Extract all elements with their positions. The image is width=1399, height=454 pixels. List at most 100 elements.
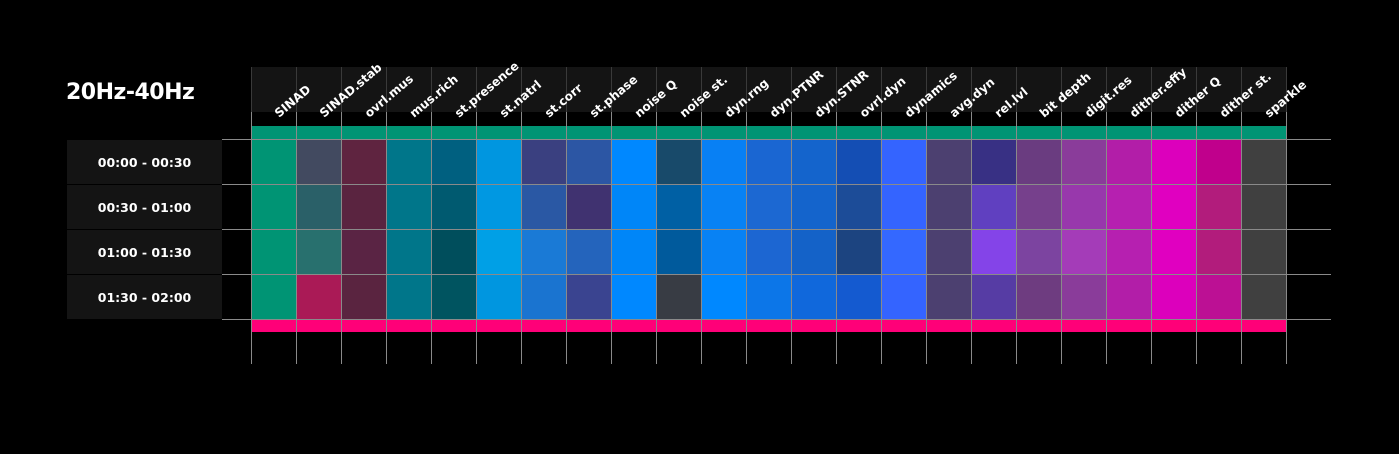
heatmap-cell-r3-c17 bbox=[1016, 274, 1061, 319]
heatmap-cell-r2-c10 bbox=[701, 229, 746, 274]
heatmap-cell-r2-c0 bbox=[251, 229, 296, 274]
heatmap-cell-r1-c2 bbox=[341, 184, 386, 229]
heatmap-cell-r1-c8 bbox=[611, 184, 656, 229]
heatmap-cell-r0-c14 bbox=[881, 139, 926, 184]
heatmap-cell-r3-c11 bbox=[746, 274, 791, 319]
heatmap-cell-r1-c6 bbox=[521, 184, 566, 229]
heatmap-cell-r0-c3 bbox=[386, 139, 431, 184]
heatmap-cell-r0-c0 bbox=[251, 139, 296, 184]
heatmap-cell-r1-c1 bbox=[296, 184, 341, 229]
heatmap-cell-r2-c19 bbox=[1106, 229, 1151, 274]
heatmap-cell-r0-c11 bbox=[746, 139, 791, 184]
heatmap-cell-r0-c15 bbox=[926, 139, 971, 184]
heatmap-cell-r2-c17 bbox=[1016, 229, 1061, 274]
heatmap-cell-r0-c7 bbox=[566, 139, 611, 184]
heatmap-cell-r0-c5 bbox=[476, 139, 521, 184]
heatmap-cell-r2-c18 bbox=[1061, 229, 1106, 274]
heatmap-cell-r2-c8 bbox=[611, 229, 656, 274]
heatmap-cell-r0-c12 bbox=[791, 139, 836, 184]
heatmap-cell-r1-c13 bbox=[836, 184, 881, 229]
heatmap-cell-r2-c1 bbox=[296, 229, 341, 274]
heatmap-cell-r1-c19 bbox=[1106, 184, 1151, 229]
heatmap-cell-r3-c22 bbox=[1241, 274, 1286, 319]
heatmap-cell-r1-c10 bbox=[701, 184, 746, 229]
heatmap-cell-r3-c7 bbox=[566, 274, 611, 319]
heatmap-cell-r0-c1 bbox=[296, 139, 341, 184]
column-header-band bbox=[251, 67, 1286, 112]
heatmap-cell-r3-c6 bbox=[521, 274, 566, 319]
heatmap-cell-r1-c14 bbox=[881, 184, 926, 229]
heatmap-cell-r0-c6 bbox=[521, 139, 566, 184]
heatmap-cell-r2-c21 bbox=[1196, 229, 1241, 274]
heatmap-cell-r2-c15 bbox=[926, 229, 971, 274]
heatmap-cell-r0-c17 bbox=[1016, 139, 1061, 184]
heatmap-cell-r0-c18 bbox=[1061, 139, 1106, 184]
heatmap-cell-r3-c15 bbox=[926, 274, 971, 319]
heatmap-cell-r2-c20 bbox=[1151, 229, 1196, 274]
heatmap-cell-r2-c2 bbox=[341, 229, 386, 274]
heatmap-cell-r3-c8 bbox=[611, 274, 656, 319]
heatmap-cell-r1-c3 bbox=[386, 184, 431, 229]
heatmap-cell-r1-c18 bbox=[1061, 184, 1106, 229]
heatmap-cell-r2-c16 bbox=[971, 229, 1016, 274]
heatmap-cell-r3-c13 bbox=[836, 274, 881, 319]
heatmap-cell-r2-c12 bbox=[791, 229, 836, 274]
heatmap-cell-r3-c12 bbox=[791, 274, 836, 319]
heatmap-cell-r0-c9 bbox=[656, 139, 701, 184]
heatmap-cell-r2-c7 bbox=[566, 229, 611, 274]
heatmap-cell-r3-c10 bbox=[701, 274, 746, 319]
heatmap-cell-r2-c4 bbox=[431, 229, 476, 274]
row-label-1: 00:30 - 01:00 bbox=[67, 185, 222, 229]
heatmap-cell-r3-c9 bbox=[656, 274, 701, 319]
heatmap-cell-r2-c14 bbox=[881, 229, 926, 274]
heatmap-cell-r1-c0 bbox=[251, 184, 296, 229]
top-summary-bar bbox=[251, 126, 1286, 139]
heatmap-cell-r0-c22 bbox=[1241, 139, 1286, 184]
heatmap-cell-r1-c22 bbox=[1241, 184, 1286, 229]
heatmap-cell-r3-c2 bbox=[341, 274, 386, 319]
heatmap-cell-r2-c13 bbox=[836, 229, 881, 274]
heatmap-cell-r3-c3 bbox=[386, 274, 431, 319]
heatmap-cell-r3-c19 bbox=[1106, 274, 1151, 319]
heatmap-cell-r1-c15 bbox=[926, 184, 971, 229]
heatmap-cell-r1-c4 bbox=[431, 184, 476, 229]
heatmap-cell-r1-c5 bbox=[476, 184, 521, 229]
heatmap-cell-r3-c16 bbox=[971, 274, 1016, 319]
heatmap-cell-r2-c3 bbox=[386, 229, 431, 274]
row-label-3: 01:30 - 02:00 bbox=[67, 275, 222, 319]
heatmap-cell-r3-c18 bbox=[1061, 274, 1106, 319]
heatmap-cell-r3-c5 bbox=[476, 274, 521, 319]
heatmap-cell-r0-c19 bbox=[1106, 139, 1151, 184]
bottom-summary-bar bbox=[251, 320, 1286, 332]
heatmap-cell-r1-c20 bbox=[1151, 184, 1196, 229]
heatmap-cell-r2-c22 bbox=[1241, 229, 1286, 274]
row-label-2: 01:00 - 01:30 bbox=[67, 230, 222, 274]
heatmap-cell-r0-c20 bbox=[1151, 139, 1196, 184]
heatmap-cell-r0-c4 bbox=[431, 139, 476, 184]
heatmap-cell-r2-c11 bbox=[746, 229, 791, 274]
heatmap-cell-r0-c21 bbox=[1196, 139, 1241, 184]
row-label-0: 00:00 - 00:30 bbox=[67, 140, 222, 184]
heatmap-cell-r2-c9 bbox=[656, 229, 701, 274]
heatmap-cell-r2-c6 bbox=[521, 229, 566, 274]
heatmap-cell-r2-c5 bbox=[476, 229, 521, 274]
heatmap-cell-r0-c10 bbox=[701, 139, 746, 184]
chart-title: 20Hz-40Hz bbox=[66, 80, 195, 105]
heatmap-cell-r1-c17 bbox=[1016, 184, 1061, 229]
heatmap-cell-r1-c11 bbox=[746, 184, 791, 229]
heatmap-cell-r3-c14 bbox=[881, 274, 926, 319]
heatmap-cell-r1-c12 bbox=[791, 184, 836, 229]
heatmap-cell-r3-c0 bbox=[251, 274, 296, 319]
heatmap-cell-r1-c7 bbox=[566, 184, 611, 229]
heatmap-cell-r3-c21 bbox=[1196, 274, 1241, 319]
heatmap-cell-r1-c9 bbox=[656, 184, 701, 229]
heatmap-cell-r3-c20 bbox=[1151, 274, 1196, 319]
heatmap-cell-r0-c16 bbox=[971, 139, 1016, 184]
heatmap-cell-r3-c4 bbox=[431, 274, 476, 319]
heatmap-cell-r0-c8 bbox=[611, 139, 656, 184]
heatmap-cell-r1-c21 bbox=[1196, 184, 1241, 229]
heatmap-cell-r1-c16 bbox=[971, 184, 1016, 229]
heatmap-cell-r0-c13 bbox=[836, 139, 881, 184]
